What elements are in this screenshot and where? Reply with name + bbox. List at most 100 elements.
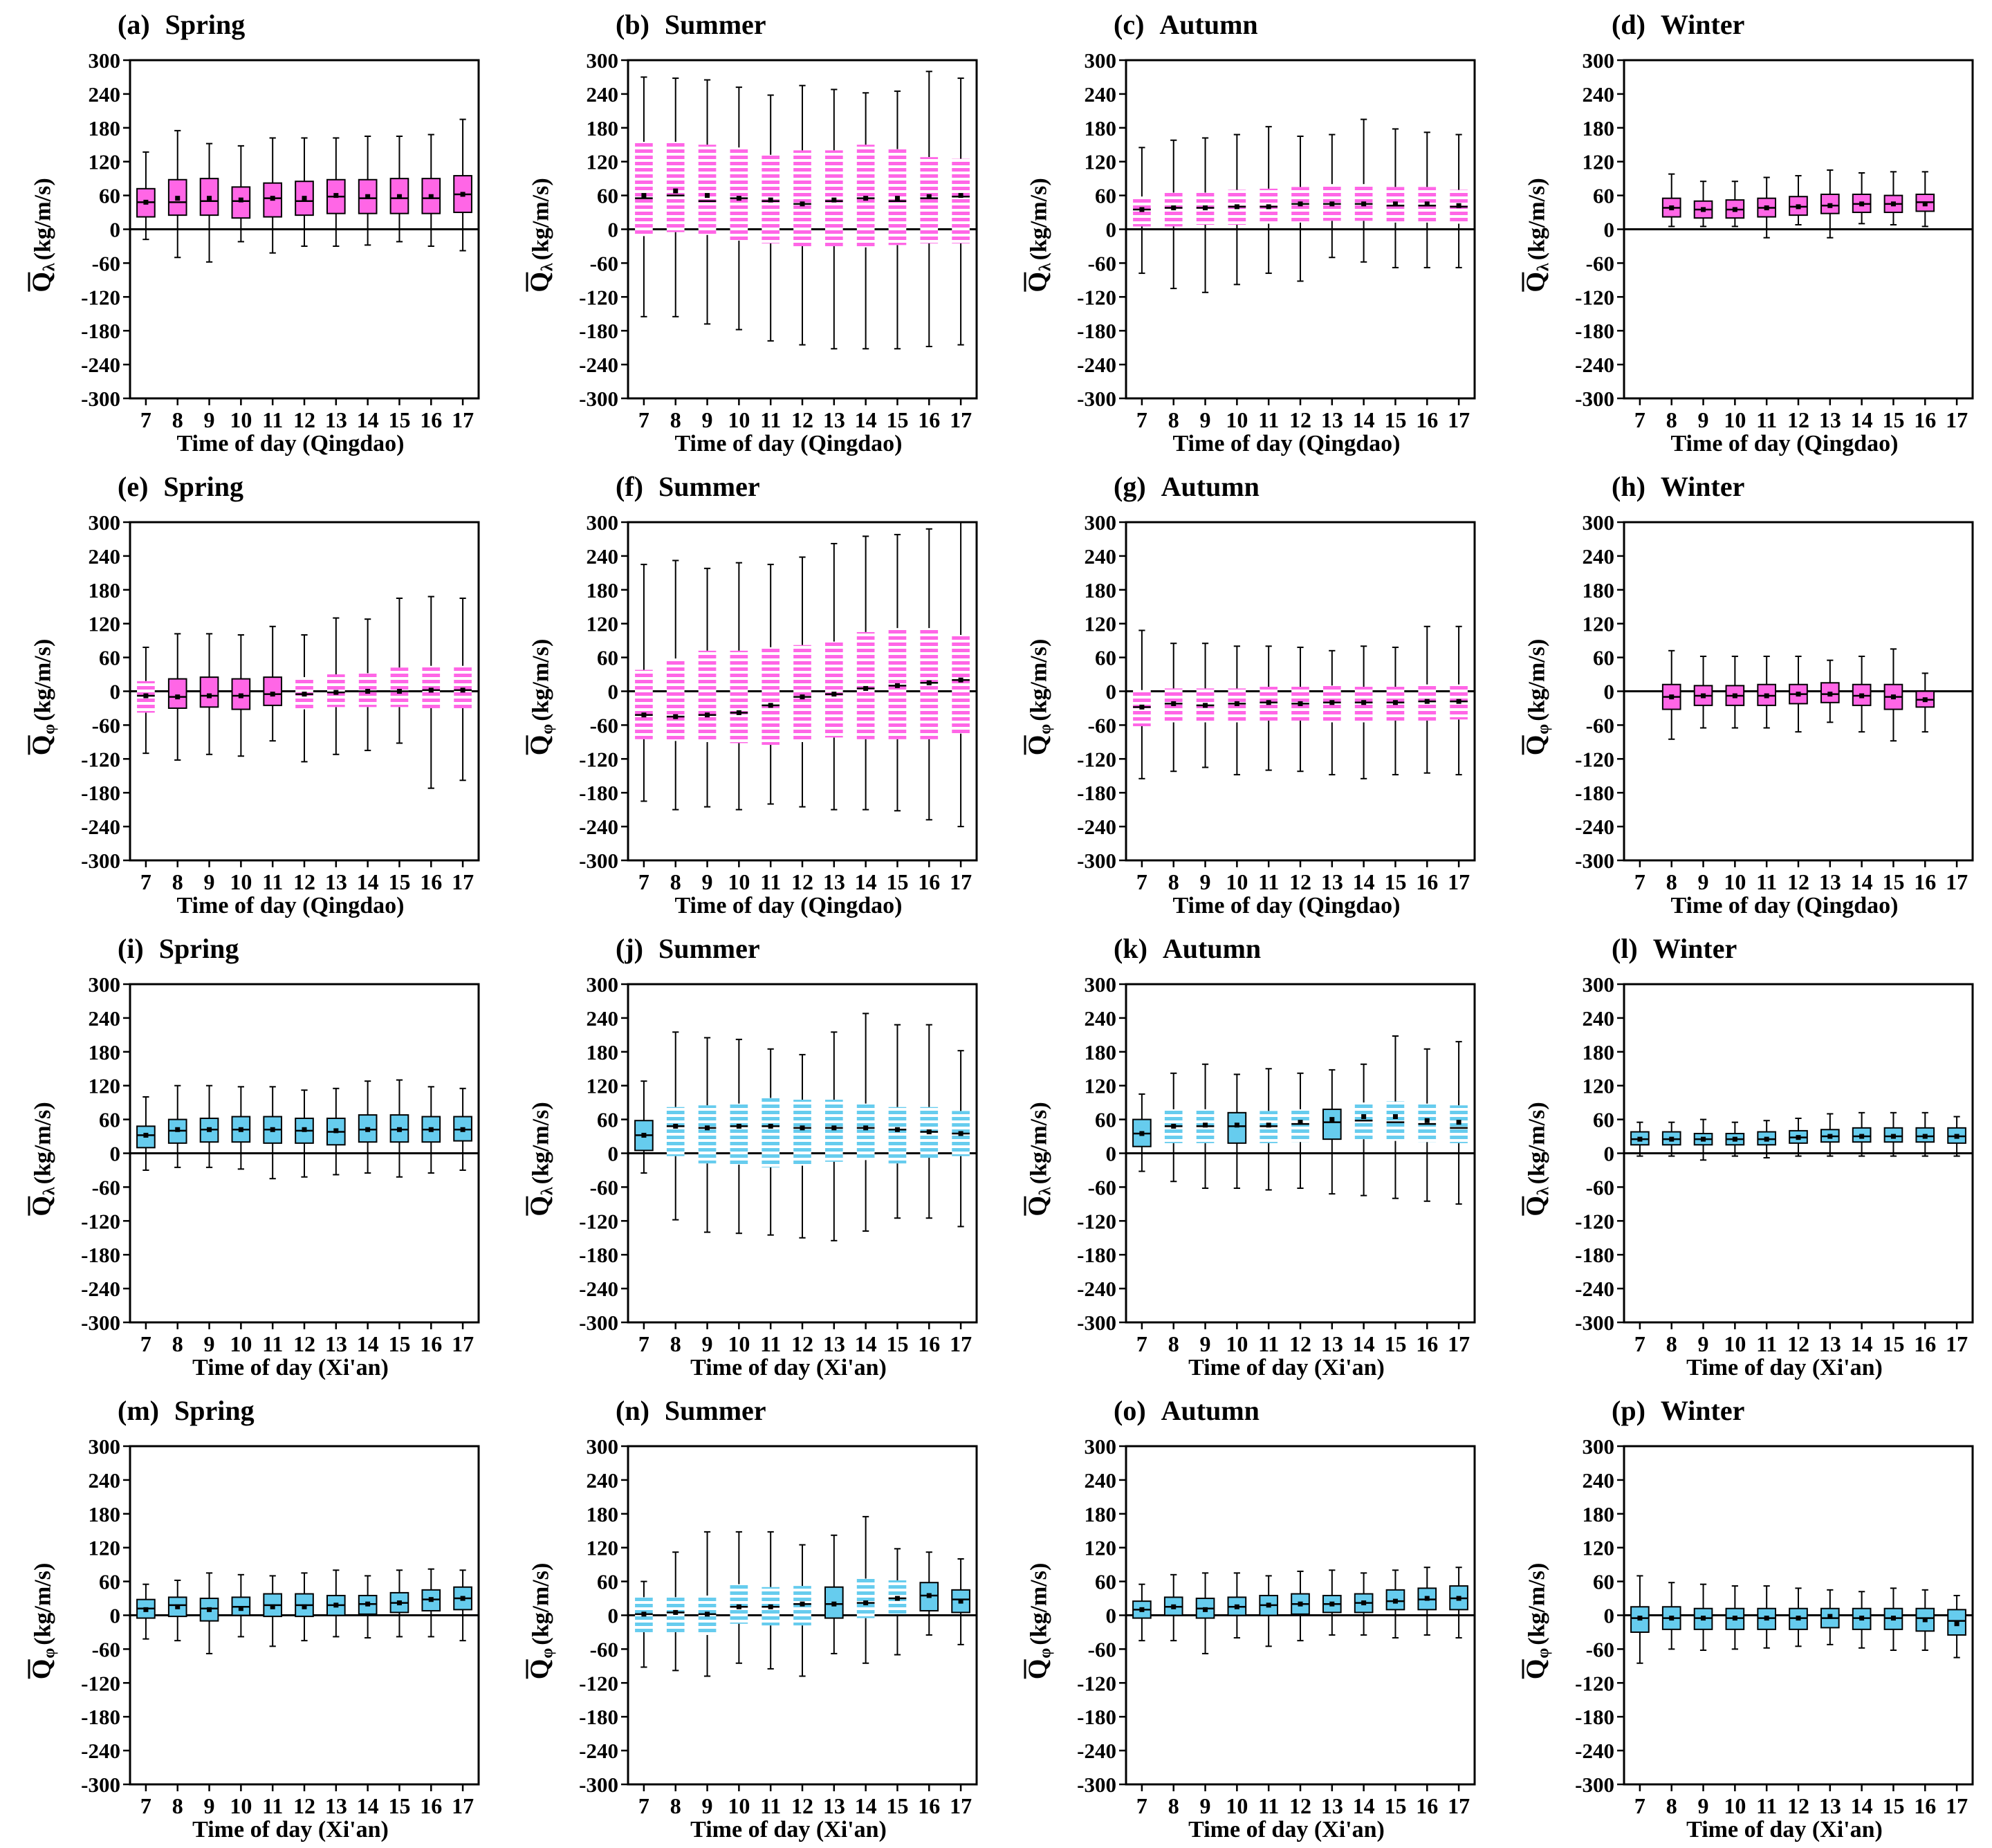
mean-marker (705, 712, 710, 718)
box-12 (1291, 1570, 1310, 1642)
x-tick-label: 9 (702, 407, 713, 432)
plot-frame (1623, 521, 1974, 862)
box-16 (1915, 1111, 1935, 1157)
x-tick-label: 7 (638, 1793, 649, 1818)
box-10 (1725, 655, 1745, 729)
x-axis-label: Time of day (Qingdao) (1172, 431, 1401, 456)
x-tick-label: 13 (823, 407, 845, 432)
box-14 (1852, 172, 1872, 225)
x-tick-label: 12 (1289, 1793, 1311, 1818)
box-11 (1757, 176, 1777, 239)
box-iqr (824, 641, 843, 738)
panel-plot: 300 240 180 120 60 0 -60 -120 -180 -240 -300 7 8 9 10 1… (1575, 510, 1974, 894)
x-tick-label: 15 (388, 1793, 410, 1818)
x-tick-label: 7 (1136, 1793, 1147, 1818)
x-tick-label: 7 (140, 1331, 151, 1356)
y-tick-label: -240 (81, 815, 120, 839)
box-iqr (730, 1103, 748, 1165)
y-label-subscript: λ (40, 1187, 59, 1196)
x-tick-label: 17 (950, 1331, 972, 1356)
x-tick-label: 16 (1416, 1793, 1438, 1818)
y-tick-label: 300 (89, 972, 121, 997)
box-11 (762, 564, 780, 805)
box-8 (167, 633, 187, 761)
y-tick-label: 240 (1583, 82, 1615, 107)
x-tick-label: 16 (1914, 869, 1936, 894)
box-iqr (762, 647, 780, 745)
y-label-unit: (kg/m/s) (1026, 178, 1052, 261)
x-tick-label: 16 (1914, 1331, 1936, 1356)
box-11 (263, 137, 283, 254)
mean-marker (1361, 1600, 1367, 1606)
y-tick-label: 300 (1583, 510, 1615, 535)
x-tick-label: 11 (760, 869, 781, 894)
box-iqr (635, 142, 653, 237)
mean-marker (175, 1127, 181, 1132)
y-tick-label: -180 (81, 1243, 120, 1267)
box-iqr (167, 678, 187, 709)
y-tick-label: -60 (92, 1637, 120, 1661)
box-10 (730, 1038, 748, 1235)
y-tick-label: 120 (1085, 1074, 1117, 1098)
plot-frame (1623, 1445, 1974, 1786)
y-tick-label: -120 (579, 1671, 618, 1695)
x-tick-label: 9 (1698, 1793, 1709, 1818)
y-label-unit: (kg/m/s) (1026, 638, 1052, 721)
box-14 (1354, 1572, 1374, 1636)
mean-marker (1266, 1122, 1271, 1128)
y-tick-label: -300 (1077, 1773, 1116, 1797)
box-14 (856, 92, 875, 350)
panel-d: 300 240 180 120 60 0 -60 -120 -180 -240 -300 7 8 9 10 1… (1494, 0, 1992, 462)
y-tick-label: -240 (1077, 815, 1116, 839)
box-iqr (1386, 1101, 1405, 1141)
x-tick-label: 14 (1851, 1793, 1873, 1818)
x-tick-label: 14 (855, 407, 877, 432)
plot-frame (627, 521, 978, 862)
y-label-q: Q (1023, 734, 1053, 756)
box-15 (1883, 1111, 1903, 1157)
y-tick-label: -60 (1088, 251, 1116, 275)
x-tick-label: 10 (1724, 869, 1746, 894)
box-11 (762, 94, 780, 342)
mean-marker (1203, 1607, 1208, 1612)
box-11 (1260, 1068, 1278, 1191)
y-tick-label: 300 (587, 1434, 619, 1459)
panel-season: Autumn (1161, 471, 1260, 502)
x-tick-label: 14 (855, 869, 877, 894)
mean-marker (863, 1125, 869, 1131)
box-12 (793, 84, 811, 346)
x-tick-label: 15 (886, 407, 908, 432)
x-tick-label: 11 (1756, 1793, 1777, 1818)
y-tick-label: 240 (587, 544, 619, 569)
x-tick-label: 12 (791, 869, 813, 894)
y-tick-label: -300 (1575, 1773, 1614, 1797)
y-label-unit: (kg/m/s) (528, 638, 554, 721)
y-label-subscript: λ (40, 263, 59, 272)
y-tick-label: -120 (1575, 1671, 1614, 1695)
box-15 (1386, 128, 1405, 268)
mean-marker (1764, 1136, 1769, 1142)
y-tick-label: -240 (81, 1277, 120, 1301)
y-tick-label: -120 (81, 747, 120, 771)
panel-plot: 300 240 180 120 60 0 -60 -120 -180 -240 -300 7 8 9 10 1… (81, 972, 480, 1356)
box-13 (824, 542, 843, 811)
y-tick-label: 120 (1583, 1074, 1615, 1098)
box-9 (1693, 181, 1713, 228)
panel-season: Autumn (1159, 9, 1258, 40)
mean-marker (143, 1132, 149, 1138)
y-tick-label: 120 (587, 1074, 619, 1098)
x-tick-label: 7 (1634, 407, 1645, 432)
panel-season: Spring (158, 933, 239, 964)
panel-i: 300 240 180 120 60 0 -60 -120 -180 -240 -300 7 8 9 10 1… (0, 924, 498, 1386)
x-tick-label: 17 (1448, 407, 1470, 432)
mean-marker (1859, 1616, 1865, 1621)
panel-o: 300 240 180 120 60 0 -60 -120 -180 -240 -300 7 8 9 10 1… (996, 1386, 1494, 1848)
panel-title: (n) Summer (616, 1394, 766, 1427)
y-label-q: Q (1023, 1658, 1053, 1680)
box-15 (390, 598, 409, 744)
y-tick-label: -60 (590, 713, 618, 737)
mean-marker (460, 1127, 465, 1132)
box-13 (326, 1569, 346, 1638)
mean-marker (270, 196, 275, 201)
y-tick-label: -60 (590, 1637, 618, 1661)
